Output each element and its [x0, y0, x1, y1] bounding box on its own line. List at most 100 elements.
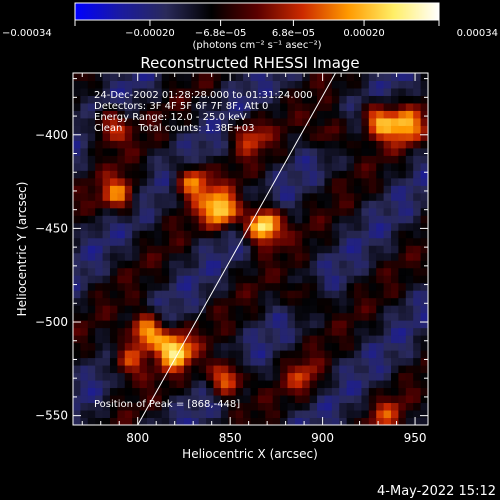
heatmap-cell	[169, 342, 178, 351]
heatmap-cell	[413, 380, 422, 389]
heatmap-cell	[102, 102, 111, 111]
heatmap-cell	[391, 365, 399, 374]
heatmap-cell	[220, 215, 229, 224]
heatmap-cell	[169, 80, 178, 89]
heatmap-cell	[354, 275, 362, 284]
heatmap-cell	[413, 222, 422, 231]
heatmap-cell	[95, 267, 104, 276]
heatmap-cell	[250, 80, 259, 89]
heatmap-cell	[287, 357, 296, 366]
heatmap-cell	[280, 140, 288, 149]
heatmap-cell	[331, 215, 340, 224]
heatmap-cell	[324, 365, 333, 374]
heatmap-cell	[405, 380, 414, 389]
heatmap-cell	[376, 335, 385, 344]
heatmap-cell	[87, 200, 96, 209]
heatmap-cell	[287, 365, 296, 374]
heatmap-cell	[265, 342, 274, 351]
heatmap-cell	[117, 305, 126, 314]
heatmap-cell	[235, 117, 244, 126]
heatmap-cell	[191, 177, 200, 186]
heatmap-cell	[198, 342, 207, 351]
heatmap-cell	[235, 147, 244, 156]
heatmap-cell	[331, 110, 340, 119]
heatmap-cell	[102, 267, 111, 276]
heatmap-cell	[124, 117, 133, 126]
heatmap-cell	[102, 282, 111, 291]
heatmap-cell	[317, 170, 325, 179]
heatmap-cell	[339, 102, 348, 111]
heatmap-cell	[376, 95, 385, 104]
heatmap-cell	[243, 305, 251, 314]
heatmap-cell	[146, 162, 155, 171]
heatmap-cell	[272, 282, 281, 291]
heatmap-cell	[346, 155, 355, 164]
heatmap-cell	[368, 87, 377, 96]
heatmap-cell	[346, 365, 355, 374]
heatmap-cell	[317, 230, 325, 239]
heatmap-cell	[109, 125, 118, 134]
heatmap-cell	[243, 417, 251, 425]
heatmap-cell	[405, 387, 414, 396]
heatmap-cell	[154, 380, 163, 389]
heatmap-cell	[346, 80, 355, 89]
heatmap-cell	[228, 95, 237, 104]
heatmap-cell	[235, 102, 244, 111]
heatmap-cell	[339, 372, 348, 381]
heatmap-cell	[294, 110, 303, 119]
heatmap-cell	[213, 380, 222, 389]
heatmap-cell	[250, 357, 259, 366]
heatmap-cell	[191, 192, 200, 201]
heatmap-cell	[391, 252, 399, 261]
heatmap-cell	[146, 267, 155, 276]
heatmap-cell	[80, 147, 89, 156]
heatmap-cell	[80, 222, 89, 231]
heatmap-cell	[87, 117, 96, 126]
heatmap-cell	[146, 140, 155, 149]
heatmap-cell	[280, 312, 288, 321]
heatmap-cell	[87, 380, 96, 389]
heatmap-cell	[398, 237, 407, 246]
heatmap-cell	[398, 372, 407, 381]
heatmap-cell	[368, 387, 377, 396]
heatmap-cell	[87, 132, 96, 141]
heatmap-cell	[339, 87, 348, 96]
heatmap-cell	[250, 162, 259, 171]
heatmap-cell	[139, 230, 148, 239]
heatmap-cell	[124, 215, 133, 224]
heatmap-cell	[272, 192, 281, 201]
heatmap-cell	[361, 365, 370, 374]
heatmap-cell	[361, 395, 370, 404]
heatmap-cell	[154, 312, 163, 321]
heatmap-cell	[198, 357, 207, 366]
heatmap-cell	[154, 260, 163, 269]
heatmap-cell	[228, 267, 237, 276]
heatmap-cell	[420, 237, 428, 246]
heatmap-cell	[398, 95, 407, 104]
heatmap-cell	[95, 110, 104, 119]
heatmap-cell	[109, 117, 118, 126]
heatmap-cell	[220, 267, 229, 276]
heatmap-cell	[109, 357, 118, 366]
heatmap-cell	[331, 320, 340, 329]
heatmap-cell	[317, 162, 325, 171]
heatmap-cell	[220, 125, 229, 134]
heatmap-cell	[302, 185, 311, 194]
heatmap-cell	[294, 125, 303, 134]
heatmap-cell	[220, 155, 229, 164]
heatmap-cell	[73, 200, 81, 209]
heatmap-cell	[213, 410, 222, 419]
heatmap-cell	[257, 410, 266, 419]
heatmap-cell	[361, 87, 370, 96]
heatmap-cell	[213, 327, 222, 336]
heatmap-cell	[228, 297, 237, 306]
heatmap-cell	[124, 312, 133, 321]
heatmap-cell	[405, 177, 414, 186]
heatmap-cell	[228, 380, 237, 389]
heatmap-cell	[294, 260, 303, 269]
heatmap-cell	[132, 162, 141, 171]
heatmap-cell	[413, 305, 422, 314]
heatmap-cell	[398, 140, 407, 149]
heatmap-cell	[169, 350, 178, 359]
heatmap-cell	[213, 170, 222, 179]
